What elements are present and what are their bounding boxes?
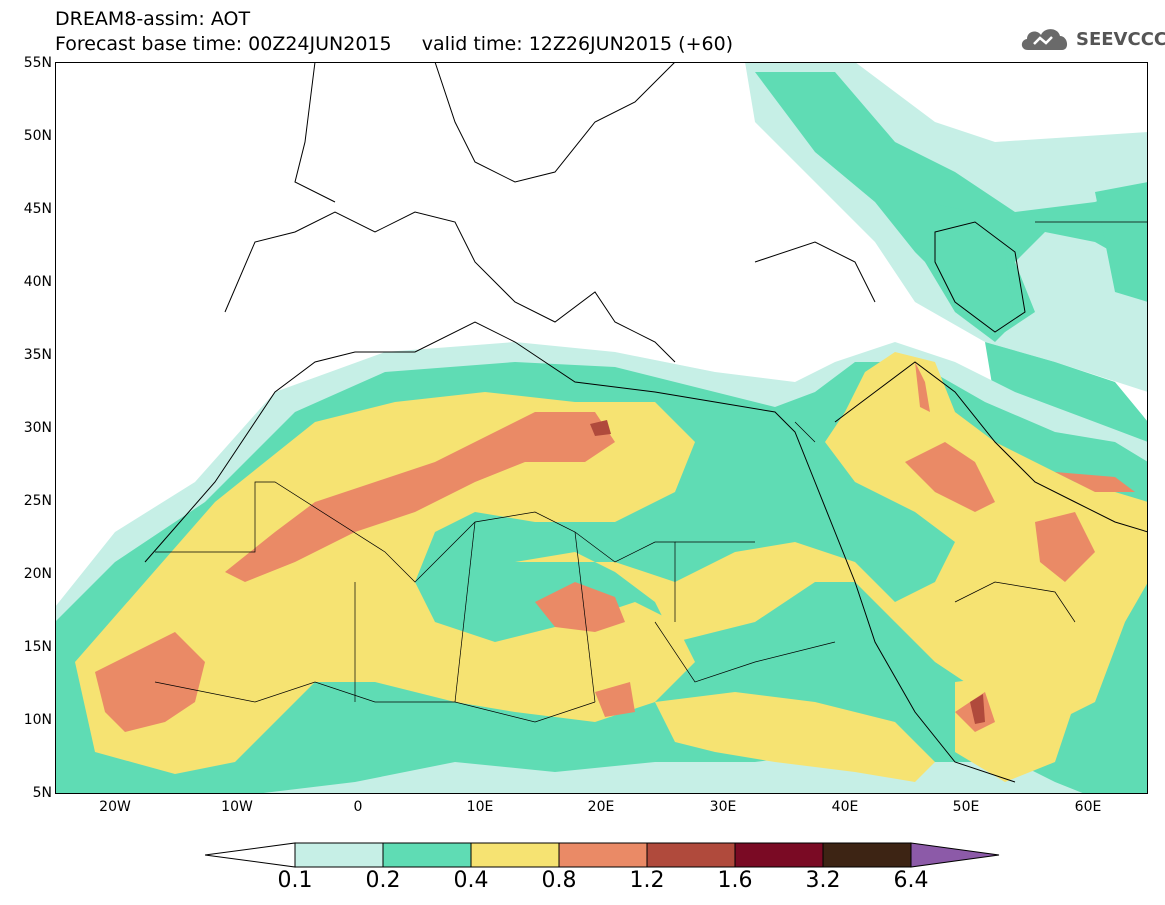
logo-text: SEEVCCC: [1076, 28, 1165, 50]
aot-0.2-region-caspian: [925, 202, 1015, 342]
lat-label-35n: 35N: [23, 347, 52, 363]
colorbar-label-0.1: 0.1: [277, 868, 313, 893]
aot-0.8-region-iran: [1055, 472, 1135, 492]
aot-0.4-region-west-africa: [75, 392, 695, 774]
lat-label-30n: 30N: [23, 420, 52, 436]
colorbar-label-0.4: 0.4: [453, 868, 489, 893]
colorbar-segment-3.2-6.4: [822, 842, 912, 868]
colorbar-segment-0.8-1.2: [558, 842, 648, 868]
aot-0.8-region-sudan: [595, 682, 635, 717]
lon-label-20e: 20E: [587, 799, 615, 815]
aot-0.8-region-mali: [225, 412, 615, 582]
lat-label-40n: 40N: [23, 274, 52, 290]
aot-0.8-region-persian-gulf: [915, 362, 930, 412]
colorbar-low-arrow: [205, 842, 296, 868]
lon-label-60e: 60E: [1074, 799, 1102, 815]
aot-0.8-region-senegal: [95, 632, 205, 732]
lon-label-10e: 10E: [466, 799, 494, 815]
lon-label-20w: 20W: [99, 799, 131, 815]
seevccc-logo: SEEVCCC: [1018, 24, 1165, 54]
lat-label-25n: 25N: [23, 493, 52, 509]
colorbar-label-0.2: 0.2: [365, 868, 401, 893]
aot-colorbar: [205, 842, 1000, 868]
lat-label-10n: 10N: [23, 712, 52, 728]
colorbar-label-6.4: 6.4: [893, 868, 929, 893]
colorbar-segment-0.4-0.8: [470, 842, 560, 868]
colorbar-label-0.8: 0.8: [541, 868, 577, 893]
colorbar-segment-1.6-3.2: [734, 842, 824, 868]
colorbar-high-arrow: [910, 842, 1000, 868]
lon-label-0: 0: [353, 799, 363, 815]
colorbar-segment-0.1-0.2: [294, 842, 384, 868]
forecast-times: Forecast base time: 00Z24JUN2015 valid t…: [55, 33, 734, 55]
lon-label-50e: 50E: [952, 799, 980, 815]
lon-label-30e: 30E: [709, 799, 737, 815]
lat-label-50n: 50N: [23, 128, 52, 144]
coastlines: [144, 62, 1148, 783]
lat-label-15n: 15N: [23, 639, 52, 655]
lon-label-40e: 40E: [831, 799, 859, 815]
country-borders: [154, 221, 1148, 723]
aot-0.8-region-iraq: [905, 442, 995, 512]
aot-1.2-region-somalia: [970, 694, 985, 724]
colorbar-label-1.2: 1.2: [629, 868, 665, 893]
map-title: DREAM8-assim: AOT: [55, 8, 251, 30]
colorbar-label-3.2: 3.2: [805, 868, 841, 893]
lat-label-20n: 20N: [23, 566, 52, 582]
aot-0.8-region-oman: [1035, 512, 1095, 582]
lat-label-5n: 5N: [32, 785, 52, 801]
aot-0.4-region-south: [655, 692, 935, 782]
colorbar-segment-1.2-1.6: [646, 842, 736, 868]
lon-label-10w: 10W: [221, 799, 253, 815]
cloud-icon: [1021, 29, 1068, 50]
aot-0.2-region-east: [1095, 182, 1148, 302]
lat-label-55n: 55N: [23, 55, 52, 71]
colorbar-segment-0.2-0.4: [382, 842, 472, 868]
aot-0.4-region-central-africa: [515, 352, 1148, 722]
lat-label-45n: 45N: [23, 201, 52, 217]
aot-forecast-map: [55, 62, 1148, 794]
aot-0.2-region-north: [755, 72, 1148, 332]
aot-0.8-region-chad: [535, 582, 625, 632]
colorbar-label-1.6: 1.6: [717, 868, 753, 893]
aot-1.2-region-libya: [590, 420, 611, 436]
